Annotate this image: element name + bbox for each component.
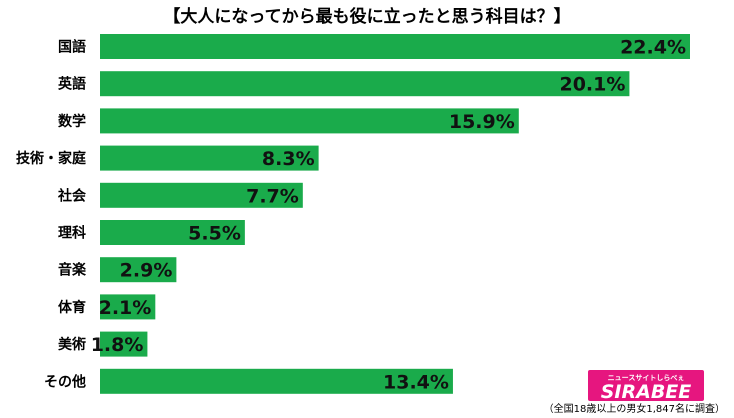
category-label: 美術 [58,336,86,353]
logo-background [588,370,704,401]
bar [100,220,245,245]
value-label: 5.5% [188,223,241,245]
value-label: 22.4% [620,37,686,59]
value-label: 13.4% [383,371,449,393]
bar [100,294,156,320]
category-label: 体育 [58,299,86,316]
category-label: 英語 [57,76,86,93]
value-label: 2.9% [120,260,173,282]
category-label: 音楽 [58,262,87,279]
bar [100,182,303,208]
category-label: その他 [44,373,86,390]
value-label: 2.1% [99,297,152,319]
value-label: 7.7% [246,185,299,207]
value-label: 8.3% [262,148,315,170]
survey-footnote: （全国18歳以上の男女1,847名に調査） [544,402,725,415]
bar [100,34,690,59]
chart-title: 【大人になってから最も役に立ったと思う科目は？】 [163,6,570,27]
value-label: 15.9% [449,111,515,133]
bar [100,257,177,283]
bar [100,108,519,134]
category-label: 社会 [57,187,87,204]
value-label: 1.8% [91,334,144,356]
category-label: 技術・家庭 [16,150,87,167]
bar [100,331,148,357]
logo-wordmark: SIRABEE [601,381,692,403]
bar [100,145,319,171]
category-label: 数学 [58,113,86,130]
category-label: 理科 [58,225,86,242]
bars: 国語 22.4% 英語 20.1% 数学 15.9% 技術・家庭 8.3% 社会 7.7% 理科 5.… [16,34,690,394]
category-label: 国語 [58,39,86,56]
sirabee-logo: ニュースサイトしらべぇ SIRABEE [588,370,704,403]
bar [100,368,453,394]
bar [100,71,630,97]
logo-subtitle: ニュースサイトしらべぇ [608,374,685,382]
value-label: 20.1% [559,74,625,96]
